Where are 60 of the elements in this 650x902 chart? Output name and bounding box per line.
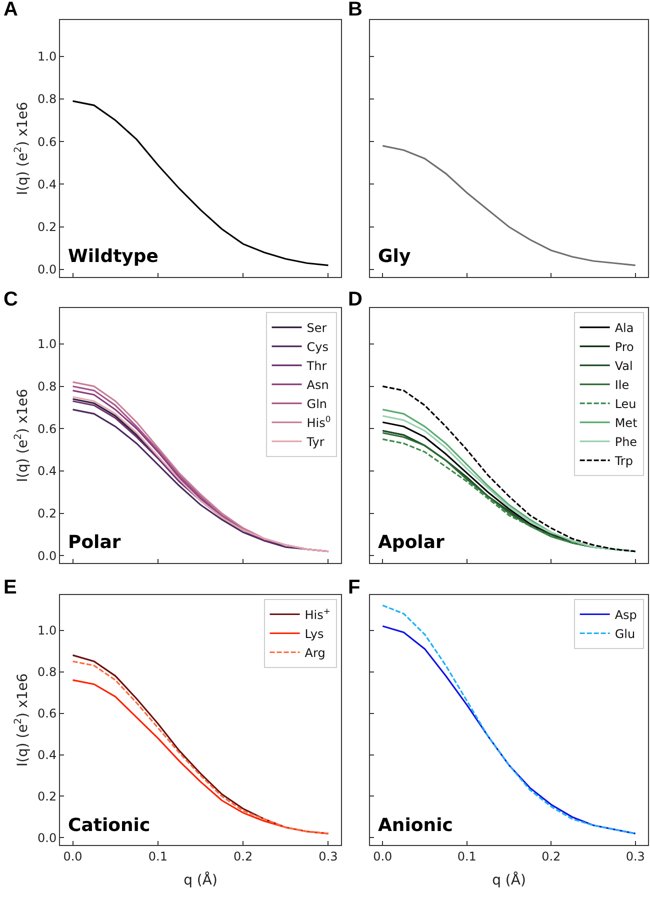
legend-label: Thr (306, 359, 327, 374)
x-axis-title: q (Å) (492, 872, 526, 889)
chart-title: D (348, 288, 363, 310)
y-tick-label: 1.0 (38, 623, 57, 638)
y-tick-label: 0.2 (38, 506, 57, 520)
x-tick-label: 0.1 (457, 849, 476, 864)
chart-title: E (3, 576, 17, 599)
x-tick-label: 0.0 (373, 849, 392, 864)
legend-label: Phe (614, 435, 638, 450)
y-tick-label: 0.2 (38, 220, 57, 234)
chart-title: A (3, 0, 18, 20)
legend-label: Lys (304, 626, 324, 641)
legend-label: His$^{0}$ (306, 414, 331, 430)
y-tick-label: 1.0 (38, 337, 57, 352)
y-tick-label: 0.6 (38, 422, 57, 436)
x-tick-label: 0.0 (63, 849, 82, 864)
chart-title: F (348, 576, 360, 599)
legend-label: Ser (306, 321, 327, 336)
y-tick-label: 0.6 (38, 706, 57, 720)
x-tick-label: 0.2 (542, 849, 561, 864)
annotation: Gly (378, 246, 411, 267)
chart-title: C (3, 288, 18, 310)
y-tick-label: 0.4 (38, 177, 57, 192)
x-tick-label: 0.2 (234, 849, 253, 864)
legend-label: Tyr (306, 435, 324, 450)
x-axis-title: q (Å) (184, 872, 218, 889)
y-tick-label: 0.0 (38, 830, 57, 845)
chart-title: B (348, 0, 363, 20)
legend-label: Ala (614, 321, 634, 336)
legend-label: Asp (614, 608, 637, 622)
legend-label: Met (614, 416, 638, 430)
legend-label: Gln (306, 397, 328, 412)
legend-label: Val (614, 359, 633, 374)
y-tick-label: 0.4 (38, 748, 57, 762)
y-tick-label: 1.0 (38, 49, 57, 64)
x-tick-label: 0.3 (318, 849, 338, 864)
legend-label: His$^{+}$ (304, 606, 330, 622)
y-tick-label: 0.4 (38, 464, 57, 478)
annotation: Wildtype (68, 246, 159, 267)
annotation: Polar (68, 532, 121, 553)
y-tick-label: 0.8 (38, 380, 57, 394)
legend-label: Asn (306, 378, 329, 392)
legend-label: Glu (614, 626, 636, 641)
legend-label: Pro (614, 340, 634, 354)
y-tick-label: 0.2 (38, 789, 57, 804)
legend-label: Trp (614, 454, 633, 468)
legend-label: Leu (614, 397, 636, 412)
legend-label: Cys (306, 340, 329, 354)
annotation: Anionic (378, 815, 453, 836)
y-tick-label: 0.6 (38, 134, 57, 149)
legend-label: Ile (614, 378, 630, 392)
annotation: Apolar (378, 532, 444, 553)
legend-label: Arg (304, 646, 326, 660)
y-tick-label: 0.0 (38, 262, 57, 277)
y-tick-label: 0.8 (38, 664, 57, 679)
x-tick-label: 0.3 (626, 849, 645, 864)
y-tick-label: 0.8 (38, 92, 57, 106)
y-tick-label: 0.0 (38, 548, 57, 563)
x-tick-label: 0.1 (148, 849, 168, 864)
annotation: Cationic (68, 815, 150, 836)
